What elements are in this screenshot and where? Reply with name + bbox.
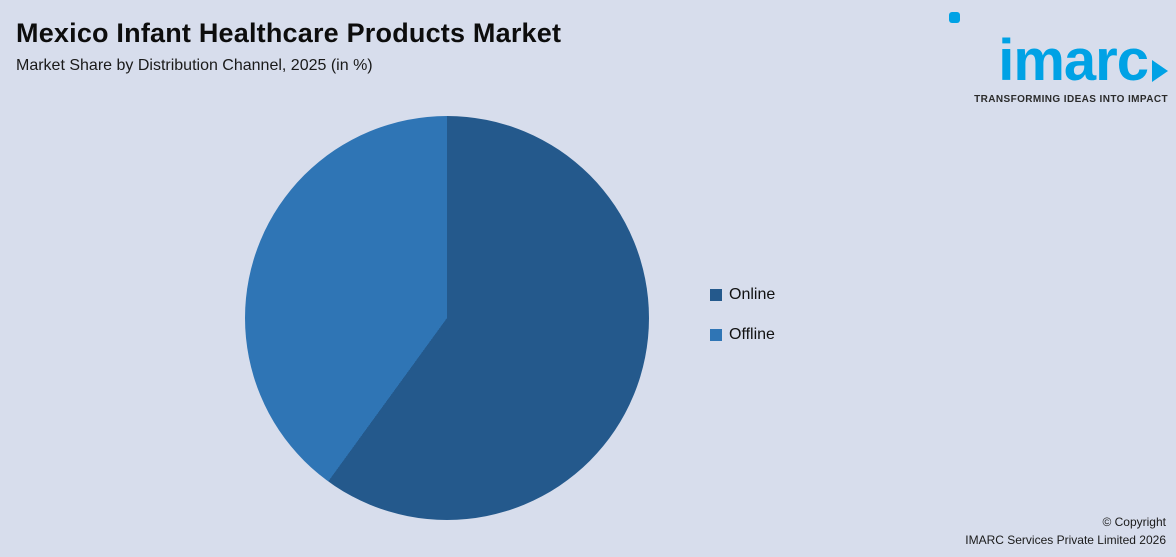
- logo-i-dot-icon: [949, 12, 960, 23]
- logo-triangle-icon: [1152, 60, 1168, 82]
- imarc-logo: imarc TRANSFORMING IDEAS INTO IMPACT: [932, 10, 1168, 105]
- copyright-line1: © Copyright: [1102, 515, 1166, 530]
- legend-swatch-offline: [710, 329, 722, 341]
- logo-wordmark: imarc: [998, 27, 1149, 93]
- chart-subtitle: Market Share by Distribution Channel, 20…: [16, 57, 373, 74]
- copyright: © Copyright IMARC Services Private Limit…: [965, 514, 1166, 549]
- copyright-line2: IMARC Services Private Limited 2026: [965, 532, 1166, 547]
- header: Mexico Infant Healthcare Products Market…: [16, 18, 561, 75]
- chart-legend: Online Offline: [710, 286, 775, 344]
- legend-label-online: Online: [729, 286, 776, 303]
- legend-item-online: Online: [710, 286, 775, 304]
- legend-swatch-online: [710, 289, 722, 301]
- legend-item-offline: Offline: [710, 326, 775, 344]
- logo-row: imarc: [932, 10, 1168, 93]
- pie-chart: [245, 116, 649, 520]
- legend-label-offline: Offline: [729, 326, 775, 343]
- page-title: Mexico Infant Healthcare Products Market: [16, 18, 562, 48]
- logo-tagline: TRANSFORMING IDEAS INTO IMPACT: [974, 94, 1168, 105]
